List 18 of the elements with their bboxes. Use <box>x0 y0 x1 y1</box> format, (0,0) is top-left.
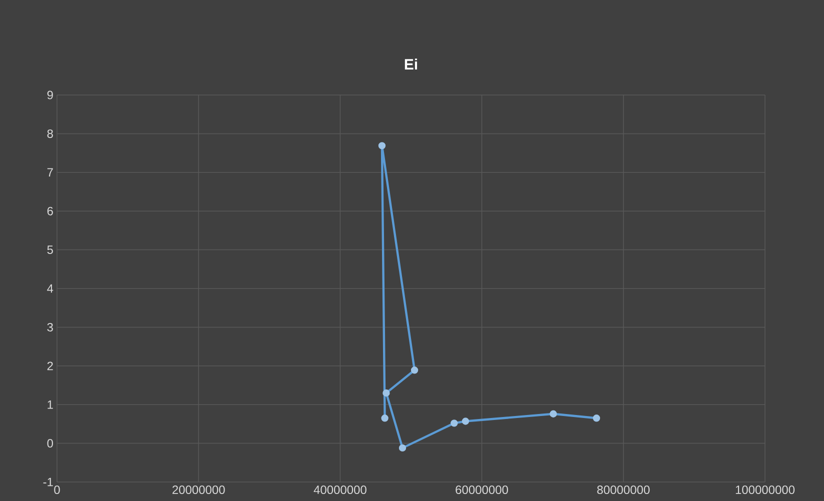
y-tick-label: -1 <box>43 478 53 486</box>
x-tick-label: 100000000 <box>736 486 795 494</box>
x-tick-label: 40000000 <box>314 486 366 494</box>
y-tick-label: 7 <box>47 168 53 177</box>
y-tick-label: 0 <box>47 439 54 448</box>
chart-title: Ei <box>404 58 418 70</box>
x-tick-label: 60000000 <box>456 486 508 494</box>
x-tick-label: 20000000 <box>172 486 225 494</box>
y-tick-label: 9 <box>47 90 53 100</box>
y-tick-label: 8 <box>47 129 53 138</box>
y-tick-label: 6 <box>47 206 53 216</box>
x-tick-label: 0 <box>54 486 60 494</box>
y-tick-label: 4 <box>47 284 54 293</box>
y-tick-label: 3 <box>47 322 53 332</box>
y-tick-label: 5 <box>47 246 53 254</box>
y-tick-label: 2 <box>47 362 53 370</box>
x-tick-label: 80000000 <box>597 486 650 494</box>
y-tick-label: 1 <box>48 400 53 409</box>
